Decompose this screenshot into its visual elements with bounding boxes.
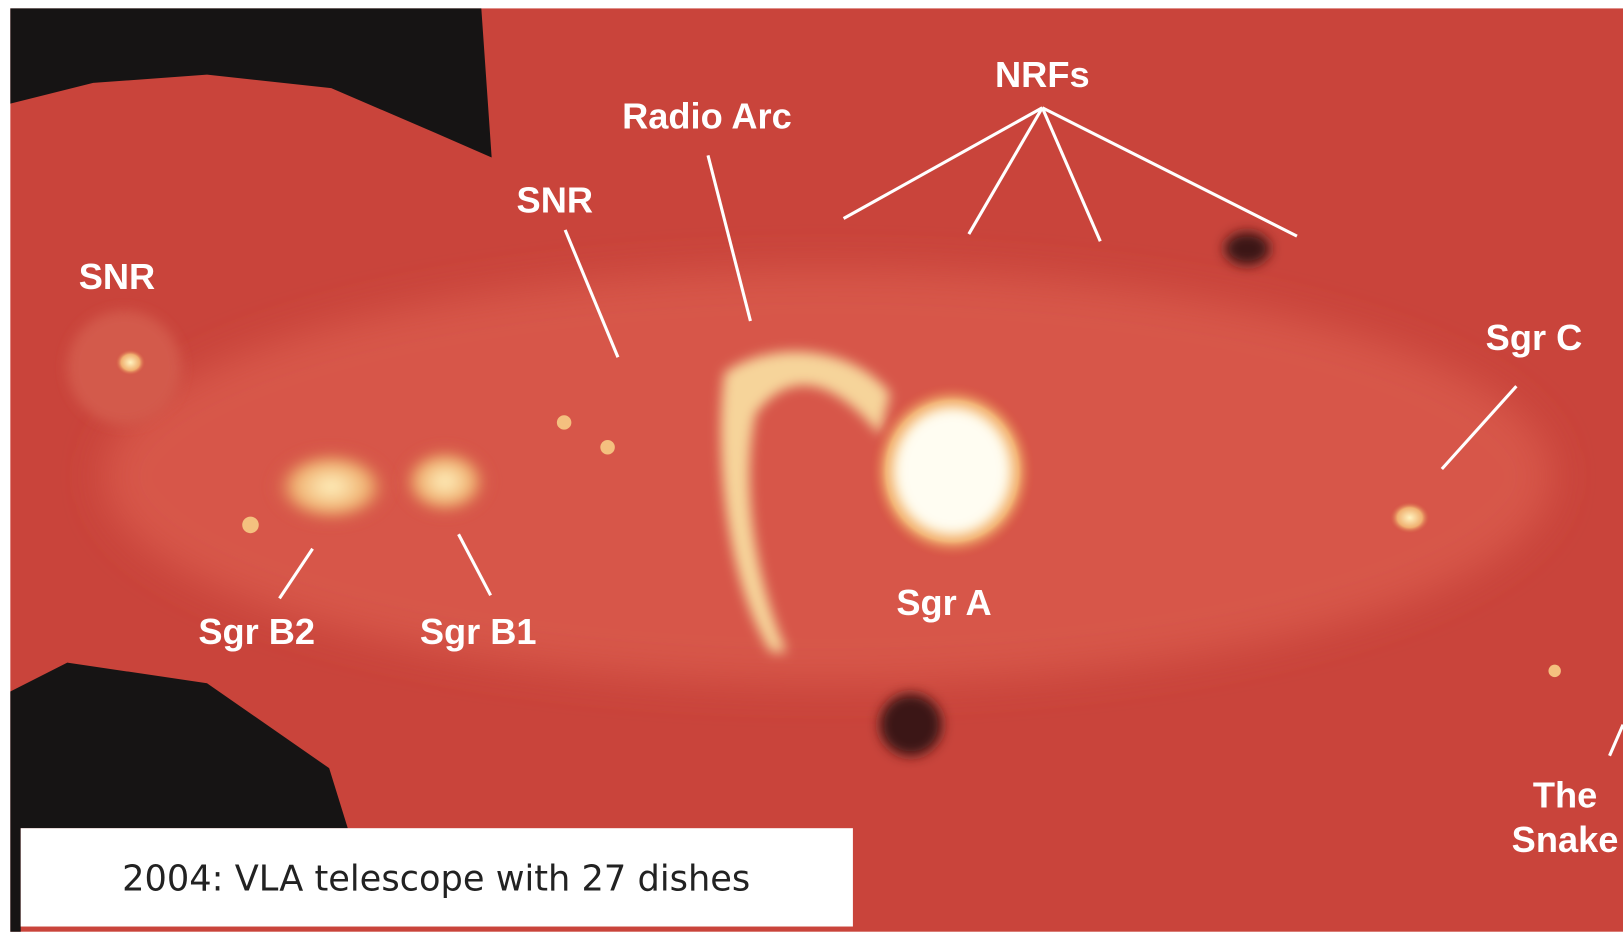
label: SNR xyxy=(79,256,155,297)
label: Sgr B1 xyxy=(420,611,537,652)
label: Sgr C xyxy=(1486,317,1583,358)
label: SNR xyxy=(517,179,593,220)
label: Radio Arc xyxy=(622,95,792,136)
label: Sgr A xyxy=(896,582,991,623)
label: The xyxy=(1533,774,1597,815)
label: Snake xyxy=(1512,819,1619,860)
radio-image xyxy=(10,8,1623,931)
figure: SNR SNR Radio Arc NRFs Sgr C Sgr B2 Sgr … xyxy=(0,0,1623,937)
caption: 2004: VLA telescope with 27 dishes xyxy=(122,858,750,899)
label: Sgr B2 xyxy=(198,611,315,652)
page: SNR SNR Radio Arc NRFs Sgr C Sgr B2 Sgr … xyxy=(0,0,1623,937)
label: NRFs xyxy=(995,54,1090,95)
